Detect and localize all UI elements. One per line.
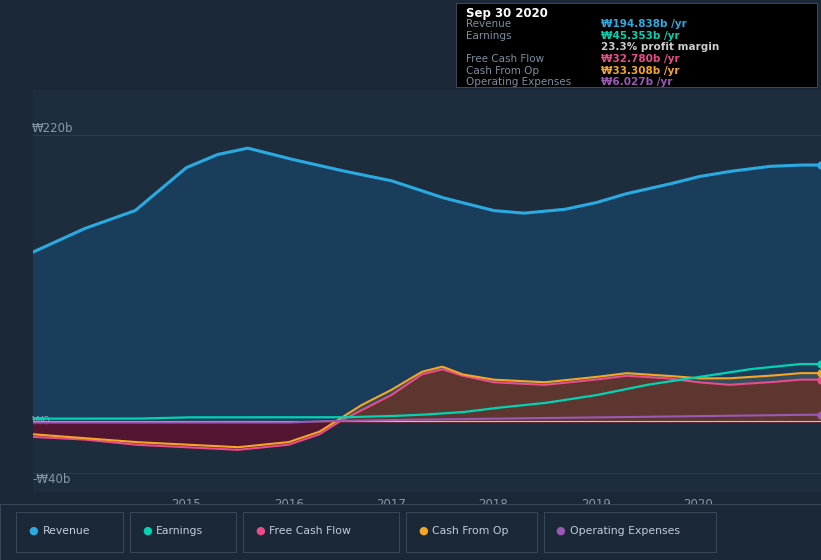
Text: -₩40b: -₩40b: [32, 473, 71, 486]
Text: Earnings: Earnings: [466, 31, 511, 41]
Text: ●: ●: [29, 526, 39, 536]
Text: 23.3% profit margin: 23.3% profit margin: [601, 43, 719, 52]
Text: Free Cash Flow: Free Cash Flow: [466, 54, 544, 64]
Text: Revenue: Revenue: [43, 526, 90, 536]
Text: ₩32.780b /yr: ₩32.780b /yr: [601, 54, 680, 64]
Text: Revenue: Revenue: [466, 19, 511, 29]
Text: ₩220b: ₩220b: [32, 122, 74, 135]
Text: ●: ●: [418, 526, 428, 536]
Text: ●: ●: [142, 526, 152, 536]
Text: Free Cash Flow: Free Cash Flow: [269, 526, 351, 536]
Text: ●: ●: [255, 526, 265, 536]
Text: Operating Expenses: Operating Expenses: [466, 77, 571, 87]
Text: ●: ●: [556, 526, 566, 536]
Text: ₩194.838b /yr: ₩194.838b /yr: [601, 19, 686, 29]
Text: ₩45.353b /yr: ₩45.353b /yr: [601, 31, 680, 41]
Text: Sep 30 2020: Sep 30 2020: [466, 7, 548, 20]
Text: ₩6.027b /yr: ₩6.027b /yr: [601, 77, 672, 87]
Text: ₩0: ₩0: [32, 415, 51, 428]
Text: Operating Expenses: Operating Expenses: [570, 526, 680, 536]
Text: Cash From Op: Cash From Op: [466, 66, 539, 76]
Text: Cash From Op: Cash From Op: [432, 526, 508, 536]
Text: Earnings: Earnings: [156, 526, 203, 536]
Text: ₩33.308b /yr: ₩33.308b /yr: [601, 66, 680, 76]
